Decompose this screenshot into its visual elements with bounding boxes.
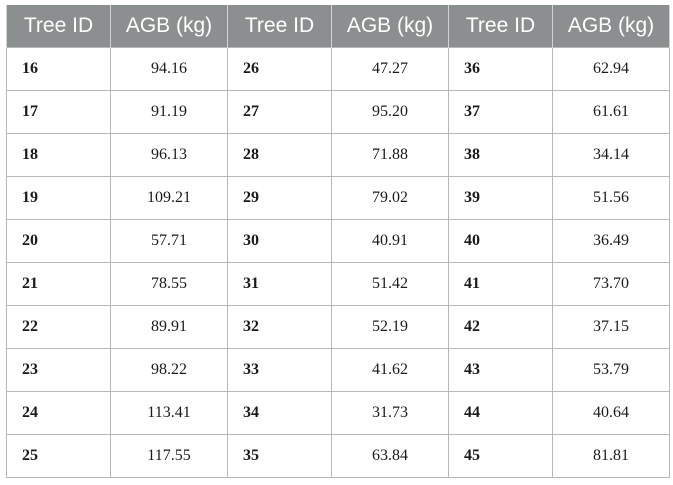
tree-id-cell: 26 [227, 47, 332, 91]
agb-value-cell: 40.91 [331, 219, 449, 263]
table-row: 24 113.41 34 31.73 44 40.64 [6, 391, 670, 435]
agb-value-cell: 81.81 [552, 434, 670, 478]
table-row: 16 94.16 26 47.27 36 62.94 [6, 47, 670, 91]
agb-value-cell: 78.55 [110, 262, 228, 306]
tree-id-cell: 17 [6, 90, 111, 134]
header-tree-id: Tree ID [6, 5, 111, 48]
tree-id-cell: 30 [227, 219, 332, 263]
tree-id-cell: 22 [6, 305, 111, 349]
agb-value-cell: 34.14 [552, 133, 670, 177]
agb-value-cell: 98.22 [110, 348, 228, 392]
tree-id-cell: 31 [227, 262, 332, 306]
header-row: Tree ID AGB (kg) Tree ID AGB (kg) Tree I… [6, 5, 670, 48]
agb-value-cell: 117.55 [110, 434, 228, 478]
agb-value-cell: 52.19 [331, 305, 449, 349]
tree-id-cell: 44 [448, 391, 553, 435]
tree-id-cell: 41 [448, 262, 553, 306]
agb-value-cell: 79.02 [331, 176, 449, 220]
agb-value-cell: 47.27 [331, 47, 449, 91]
tree-id-cell: 16 [6, 47, 111, 91]
tree-id-cell: 45 [448, 434, 553, 478]
tree-id-cell: 21 [6, 262, 111, 306]
agb-table: Tree ID AGB (kg) Tree ID AGB (kg) Tree I… [6, 5, 670, 478]
header-tree-id: Tree ID [448, 5, 553, 48]
agb-value-cell: 63.84 [331, 434, 449, 478]
tree-id-cell: 24 [6, 391, 111, 435]
tree-id-cell: 33 [227, 348, 332, 392]
table-row: 18 96.13 28 71.88 38 34.14 [6, 133, 670, 177]
tree-id-cell: 42 [448, 305, 553, 349]
tree-id-cell: 32 [227, 305, 332, 349]
table-row: 20 57.71 30 40.91 40 36.49 [6, 219, 670, 263]
agb-value-cell: 62.94 [552, 47, 670, 91]
agb-value-cell: 89.91 [110, 305, 228, 349]
agb-value-cell: 37.15 [552, 305, 670, 349]
tree-id-cell: 34 [227, 391, 332, 435]
tree-id-cell: 36 [448, 47, 553, 91]
table-row: 25 117.55 35 63.84 45 81.81 [6, 434, 670, 478]
agb-value-cell: 71.88 [331, 133, 449, 177]
header-tree-id: Tree ID [227, 5, 332, 48]
tree-id-cell: 35 [227, 434, 332, 478]
agb-value-cell: 94.16 [110, 47, 228, 91]
agb-value-cell: 91.19 [110, 90, 228, 134]
tree-id-cell: 20 [6, 219, 111, 263]
table-row: 23 98.22 33 41.62 43 53.79 [6, 348, 670, 392]
tree-id-cell: 27 [227, 90, 332, 134]
tree-id-cell: 19 [6, 176, 111, 220]
agb-value-cell: 51.56 [552, 176, 670, 220]
agb-value-cell: 51.42 [331, 262, 449, 306]
table-row: 19 109.21 29 79.02 39 51.56 [6, 176, 670, 220]
tree-id-cell: 29 [227, 176, 332, 220]
header-agb: AGB (kg) [331, 5, 449, 48]
table-row: 17 91.19 27 95.20 37 61.61 [6, 90, 670, 134]
agb-value-cell: 95.20 [331, 90, 449, 134]
agb-value-cell: 73.70 [552, 262, 670, 306]
header-agb: AGB (kg) [552, 5, 670, 48]
agb-value-cell: 113.41 [110, 391, 228, 435]
tree-id-cell: 28 [227, 133, 332, 177]
table-body: 16 94.16 26 47.27 36 62.94 17 91.19 27 95.20 37 61.… [6, 47, 670, 478]
agb-value-cell: 109.21 [110, 176, 228, 220]
header-agb: AGB (kg) [110, 5, 228, 48]
agb-value-cell: 40.64 [552, 391, 670, 435]
agb-value-cell: 41.62 [331, 348, 449, 392]
agb-value-cell: 57.71 [110, 219, 228, 263]
tree-id-cell: 38 [448, 133, 553, 177]
tree-id-cell: 23 [6, 348, 111, 392]
tree-id-cell: 40 [448, 219, 553, 263]
tree-id-cell: 18 [6, 133, 111, 177]
tree-id-cell: 43 [448, 348, 553, 392]
table-row: 22 89.91 32 52.19 42 37.15 [6, 305, 670, 349]
tree-id-cell: 39 [448, 176, 553, 220]
agb-value-cell: 31.73 [331, 391, 449, 435]
agb-value-cell: 36.49 [552, 219, 670, 263]
tree-id-cell: 25 [6, 434, 111, 478]
agb-value-cell: 96.13 [110, 133, 228, 177]
agb-value-cell: 53.79 [552, 348, 670, 392]
table-row: 21 78.55 31 51.42 41 73.70 [6, 262, 670, 306]
agb-value-cell: 61.61 [552, 90, 670, 134]
tree-id-cell: 37 [448, 90, 553, 134]
